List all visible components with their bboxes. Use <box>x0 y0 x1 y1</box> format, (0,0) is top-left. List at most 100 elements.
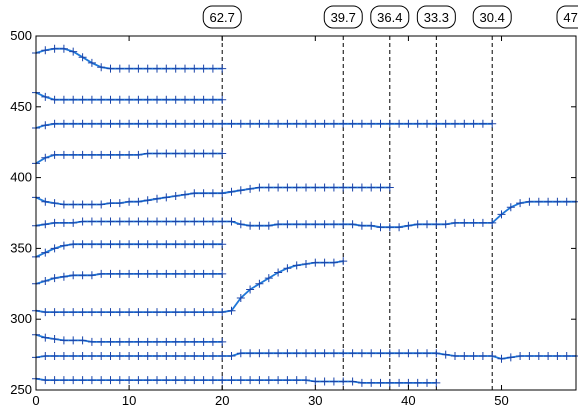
data-point <box>78 240 87 249</box>
data-point <box>302 119 310 128</box>
data-point <box>87 271 96 280</box>
data-point <box>190 95 199 104</box>
data-point <box>199 352 208 360</box>
data-point <box>218 64 227 73</box>
data-point <box>162 119 171 128</box>
data-point <box>115 64 124 73</box>
data-point <box>367 349 376 358</box>
marker-label-5: 47.5 <box>556 5 578 29</box>
marker-label-text: 62.7 <box>210 10 235 25</box>
series-10 <box>32 349 578 363</box>
data-point <box>125 337 134 346</box>
data-point <box>292 349 301 358</box>
data-point <box>432 119 441 128</box>
data-point <box>69 95 78 104</box>
data-point <box>162 95 171 104</box>
data-point <box>199 376 208 385</box>
data-point <box>162 193 171 202</box>
series-0 <box>32 44 227 73</box>
data-point <box>274 220 283 229</box>
data-point <box>218 308 227 317</box>
data-point <box>115 308 124 317</box>
data-point <box>50 352 59 360</box>
data-point <box>218 240 227 249</box>
data-point <box>544 352 553 360</box>
x-tick-label: 20 <box>215 393 229 408</box>
data-point <box>41 277 50 285</box>
y-tick-label: 250 <box>10 382 32 397</box>
data-point <box>143 337 152 346</box>
marker-label-text: 36.4 <box>377 10 402 25</box>
data-point <box>208 337 217 346</box>
data-point <box>274 376 283 385</box>
data-point <box>199 337 208 346</box>
y-tick-label: 400 <box>10 170 32 185</box>
data-point <box>87 240 96 249</box>
data-point <box>97 352 106 360</box>
data-point <box>87 200 96 209</box>
marker-label-box <box>416 5 456 29</box>
data-point <box>78 119 87 128</box>
marker-label-text: 47.5 <box>563 10 578 25</box>
data-point <box>162 149 171 158</box>
data-point <box>125 64 134 73</box>
data-point <box>162 269 171 278</box>
data-point <box>87 95 96 104</box>
data-point <box>171 192 180 200</box>
data-point <box>236 186 245 195</box>
data-point <box>78 53 87 62</box>
data-point <box>78 217 87 226</box>
data-point <box>311 377 320 386</box>
data-point <box>227 352 236 360</box>
data-point <box>115 269 124 278</box>
y-tick-label: 450 <box>10 99 32 114</box>
data-point <box>87 58 96 67</box>
data-point <box>134 337 143 346</box>
data-point <box>134 352 143 360</box>
data-point <box>199 217 208 226</box>
data-point <box>115 95 124 104</box>
data-point <box>227 119 236 128</box>
data-point <box>134 64 143 73</box>
data-point <box>143 376 152 385</box>
data-point <box>171 308 180 317</box>
data-point <box>59 376 68 385</box>
data-point <box>97 119 106 128</box>
data-point <box>87 376 96 385</box>
data-point <box>50 274 59 283</box>
data-point <box>311 258 320 267</box>
data-point <box>432 378 441 387</box>
data-point <box>357 378 366 387</box>
data-point <box>78 352 87 360</box>
data-point <box>385 349 394 358</box>
data-point <box>78 376 87 385</box>
data-point <box>348 377 357 386</box>
data-point <box>376 378 385 387</box>
data-point <box>218 269 227 278</box>
data-point <box>115 199 124 208</box>
data-point <box>50 308 59 317</box>
data-point <box>59 308 68 317</box>
data-point <box>162 337 171 346</box>
data-point <box>311 220 320 229</box>
data-point <box>171 119 180 128</box>
series-4 <box>32 183 394 209</box>
data-point <box>153 269 161 278</box>
data-point <box>516 199 525 208</box>
data-point <box>59 119 68 128</box>
data-point <box>208 95 217 104</box>
y-tick-label: 350 <box>10 240 32 255</box>
data-point <box>376 183 385 192</box>
data-point <box>227 376 236 385</box>
data-point <box>115 240 124 249</box>
data-point <box>181 119 189 128</box>
data-point <box>41 376 50 385</box>
data-point <box>153 240 161 249</box>
data-point <box>208 217 217 226</box>
data-point <box>106 119 115 128</box>
data-point <box>329 119 338 128</box>
x-tick-label: 30 <box>308 393 322 408</box>
data-point <box>320 220 329 229</box>
data-point <box>199 269 208 278</box>
data-point <box>320 377 329 386</box>
